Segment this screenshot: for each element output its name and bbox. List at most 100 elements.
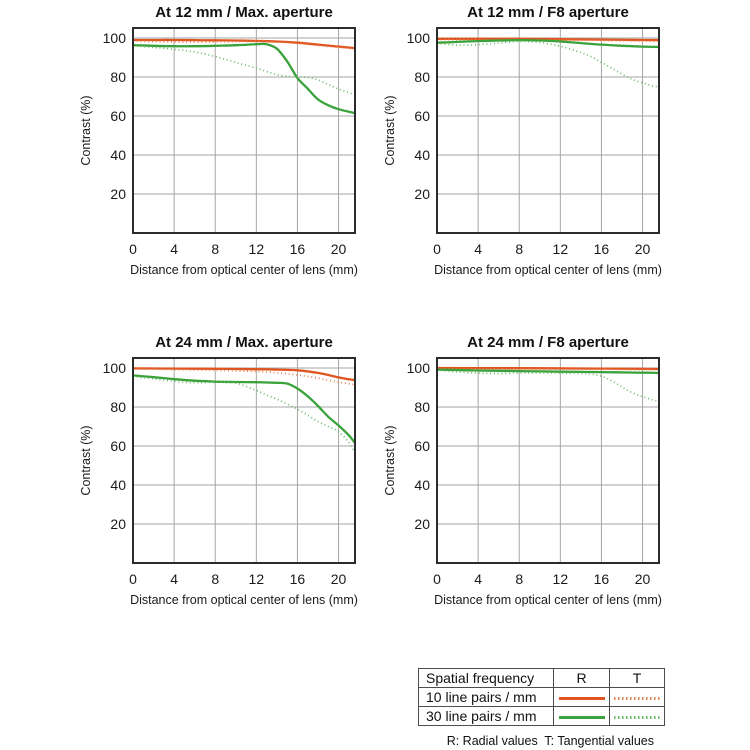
- legend-header-spatial-frequency: Spatial frequency: [418, 668, 554, 688]
- legend-header-radial: R: [553, 668, 610, 688]
- legend-swatch-30lp-tangential: [609, 706, 665, 726]
- y-tick-label: 40: [414, 477, 430, 493]
- mtf-plot-svg: 20 40 60 80 100 0 4 8 12 16 20 Distance from optica…: [383, 334, 662, 607]
- y-tick-label: 80: [414, 399, 430, 415]
- legend-line-swatch: [558, 696, 605, 700]
- y-tick-label: 40: [110, 477, 126, 493]
- grid-lines: [437, 28, 659, 233]
- x-tick-label: 4: [170, 241, 178, 257]
- y-tick-label: 80: [414, 69, 430, 85]
- series-30lp-radial-line: [132, 42, 356, 115]
- x-axis-label: Distance from optical center of lens (mm…: [434, 593, 662, 607]
- mtf-plot-svg: 20 40 60 80 100 0 4 8 12 16 20 Distance from optica…: [383, 4, 662, 277]
- series-30lp-tangential-line: [132, 375, 356, 454]
- legend-row-30lp: 30 line pairs / mm: [418, 706, 665, 726]
- x-axis-ticks: 0 4 8 12 16 20: [129, 241, 346, 257]
- x-tick-label: 4: [170, 571, 178, 587]
- y-axis-label: Contrast (%): [79, 95, 93, 165]
- series-10lp-tangential-line: [132, 40, 356, 50]
- series-30lp-tangential-line: [132, 44, 356, 96]
- legend-row-10lp: 10 line pairs / mm: [418, 687, 665, 707]
- chart-title: At 24 mm / F8 aperture: [467, 334, 629, 351]
- x-axis-ticks: 0 4 8 12 16 20: [433, 241, 650, 257]
- y-tick-label: 100: [103, 360, 127, 376]
- y-tick-label: 60: [414, 108, 430, 124]
- x-tick-label: 20: [635, 571, 651, 587]
- x-tick-label: 20: [331, 241, 347, 257]
- legend-header-tangential: T: [609, 668, 665, 688]
- chart-title: At 12 mm / Max. aperture: [155, 4, 333, 21]
- x-tick-label: 8: [515, 571, 523, 587]
- x-tick-label: 16: [594, 571, 610, 587]
- y-axis-ticks: 20 40 60 80 100: [407, 30, 431, 202]
- chart-at-12mm-max-aperture: 20 40 60 80 100 0 4 8 12 16 20 Distance from optica…: [63, 0, 363, 300]
- y-tick-label: 20: [414, 516, 430, 532]
- mtf-plot-svg: 20 40 60 80 100 0 4 8 12 16 20 Distance from optica…: [79, 4, 358, 277]
- x-tick-label: 8: [211, 241, 219, 257]
- y-tick-label: 60: [110, 108, 126, 124]
- x-tick-label: 16: [290, 241, 306, 257]
- x-tick-label: 12: [249, 241, 265, 257]
- legend-swatch-30lp-radial: [553, 706, 610, 726]
- x-tick-label: 0: [433, 241, 441, 257]
- x-tick-label: 16: [290, 571, 306, 587]
- series-30lp-tangential-line: [436, 40, 660, 88]
- x-tick-label: 4: [474, 571, 482, 587]
- plot-frame: [132, 357, 356, 564]
- x-axis-label: Distance from optical center of lens (mm…: [130, 263, 358, 277]
- x-tick-label: 12: [553, 571, 569, 587]
- chart-at-24mm-f8-aperture: 20 40 60 80 100 0 4 8 12 16 20 Distance from optica…: [367, 330, 667, 630]
- x-tick-label: 8: [515, 241, 523, 257]
- y-tick-label: 100: [407, 360, 431, 376]
- chart-at-24mm-max-aperture: 20 40 60 80 100 0 4 8 12 16 20 Distance from optica…: [63, 330, 363, 630]
- legend-label-30lp: 30 line pairs / mm: [418, 706, 554, 726]
- y-axis-ticks: 20 40 60 80 100: [407, 360, 431, 532]
- series-10lp-radial-line: [132, 367, 356, 382]
- y-axis-label: Contrast (%): [383, 425, 397, 495]
- y-tick-label: 60: [110, 438, 126, 454]
- x-tick-label: 20: [331, 571, 347, 587]
- x-tick-label: 0: [129, 571, 137, 587]
- grid-lines: [133, 358, 355, 563]
- y-tick-label: 80: [110, 69, 126, 85]
- x-tick-label: 4: [474, 241, 482, 257]
- plot-frame: [132, 27, 356, 234]
- y-tick-label: 100: [407, 30, 431, 46]
- y-tick-label: 80: [110, 399, 126, 415]
- chart-title: At 12 mm / F8 aperture: [467, 4, 629, 21]
- series-30lp-radial-line: [436, 368, 660, 375]
- legend-swatch-10lp-tangential: [609, 687, 665, 707]
- legend-header-row: Spatial frequency R T: [418, 668, 665, 688]
- x-axis-ticks: 0 4 8 12 16 20: [433, 571, 650, 587]
- legend-label-10lp: 10 line pairs / mm: [418, 687, 554, 707]
- series-30lp-radial-line: [132, 374, 356, 444]
- series-30lp-radial-line: [436, 38, 660, 49]
- legend-swatch-10lp-radial: [553, 687, 610, 707]
- x-tick-label: 16: [594, 241, 610, 257]
- chart-at-12mm-f8-aperture: 20 40 60 80 100 0 4 8 12 16 20 Distance from optica…: [367, 0, 667, 300]
- x-axis-ticks: 0 4 8 12 16 20: [129, 571, 346, 587]
- x-axis-label: Distance from optical center of lens (mm…: [434, 263, 662, 277]
- y-axis-label: Contrast (%): [79, 425, 93, 495]
- plot-frame: [436, 27, 660, 234]
- y-tick-label: 100: [103, 30, 127, 46]
- y-axis-label: Contrast (%): [383, 95, 397, 165]
- y-tick-label: 60: [414, 438, 430, 454]
- x-tick-label: 20: [635, 241, 651, 257]
- plot-frame: [436, 357, 660, 564]
- x-tick-label: 8: [211, 571, 219, 587]
- x-axis-label: Distance from optical center of lens (mm…: [130, 593, 358, 607]
- series-30lp-tangential-line: [436, 369, 660, 403]
- y-tick-label: 20: [110, 186, 126, 202]
- series-10lp-radial-line: [436, 37, 660, 42]
- legend-footnote: R: Radial values T: Tangential values: [446, 734, 654, 748]
- grid-lines: [133, 28, 355, 233]
- y-tick-label: 40: [110, 147, 126, 163]
- x-tick-label: 0: [129, 241, 137, 257]
- x-tick-label: 12: [553, 241, 569, 257]
- x-tick-label: 12: [249, 571, 265, 587]
- grid-lines: [437, 358, 659, 563]
- chart-title: At 24 mm / Max. aperture: [155, 334, 333, 351]
- legend-line-swatch: [614, 716, 660, 719]
